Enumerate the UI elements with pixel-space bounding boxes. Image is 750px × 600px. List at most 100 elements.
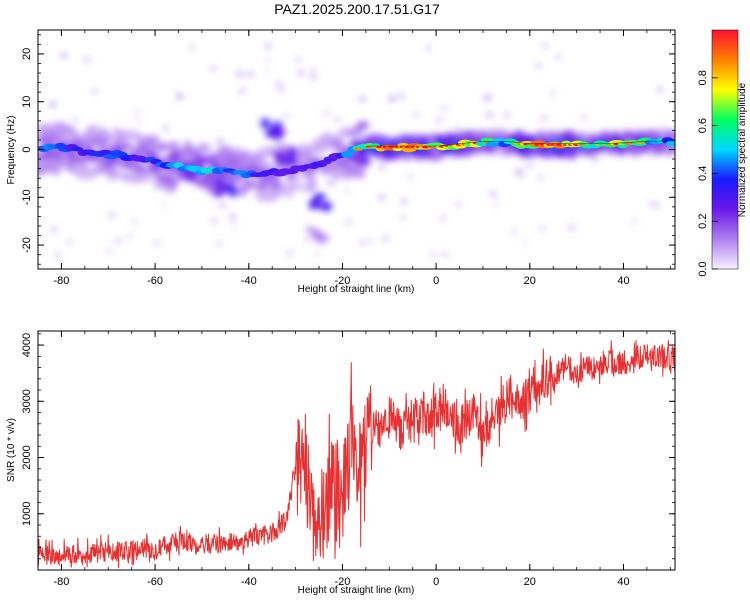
spectrogram-cell xyxy=(216,138,223,145)
spectrogram-cell xyxy=(156,142,170,151)
spectrogram-cell xyxy=(310,74,316,81)
spectrogram-feature-cell xyxy=(275,127,284,136)
x-tick-label: 0 xyxy=(433,275,439,287)
spectrogram-cell xyxy=(440,215,446,221)
spectrogram-cell xyxy=(210,218,218,224)
x-tick-label: -20 xyxy=(334,576,350,588)
spectrogram-cell xyxy=(580,115,587,121)
spectrogram-cell xyxy=(38,133,47,146)
spectrogram-cell xyxy=(555,54,562,59)
spectrogram-cell xyxy=(304,236,310,242)
spectrogram-cell xyxy=(105,167,120,174)
spectrogram-cell xyxy=(441,106,448,111)
x-tick-label: 20 xyxy=(524,275,536,287)
spectrogram-cell xyxy=(541,44,549,48)
spectrogram-cell xyxy=(242,178,256,190)
spectrogram-cell xyxy=(632,220,638,225)
spectrogram-cell xyxy=(455,202,462,207)
spectrogram-feature-cell xyxy=(224,183,234,191)
spectrogram-cell xyxy=(526,162,534,169)
spectrogram-cell xyxy=(399,93,404,100)
spectrogram-ridge-cell xyxy=(341,151,354,158)
x-tick-label: -40 xyxy=(241,576,257,588)
spectrogram-feature-cell xyxy=(317,235,327,245)
spectrogram-cell xyxy=(83,56,91,63)
spectrogram-y-ticks: -20 -10 0 10 20 xyxy=(21,34,675,265)
spectrogram-cell xyxy=(426,133,434,138)
x-tick-label: -60 xyxy=(147,275,163,287)
y-tick-label: 20 xyxy=(21,48,33,60)
spectrogram-feature-cell xyxy=(322,201,333,212)
spectrogram-cell xyxy=(528,157,536,161)
snr-x-axis-label: Height of straight line (km) xyxy=(298,585,415,596)
spectrogram-cell xyxy=(51,156,56,162)
x-tick-label: -80 xyxy=(53,576,69,588)
spectrogram-cell xyxy=(215,242,223,246)
spectrogram-feature-cell xyxy=(272,121,283,129)
snr-frame xyxy=(37,330,676,571)
spectrogram-cell xyxy=(518,174,524,179)
spectrogram-cell xyxy=(73,155,88,163)
snr-x-ticks: -80 -60 -40 -20 0 20 40 xyxy=(37,331,671,588)
spectrogram-cell xyxy=(503,112,510,118)
spectrogram-cell xyxy=(537,175,544,180)
spectrogram-cell xyxy=(264,161,270,166)
spectrogram-cell xyxy=(56,133,66,140)
spectrogram-cell xyxy=(278,184,284,190)
snr-y-ticks: 1000 2000 3000 4000 xyxy=(21,333,675,571)
spectrogram-cell xyxy=(344,188,350,195)
spectrogram-cell xyxy=(75,132,82,138)
x-tick-label: -20 xyxy=(334,275,350,287)
spectrogram-cell xyxy=(541,115,546,122)
y-tick-label: -10 xyxy=(21,189,33,205)
colorbar-label: Normalized spectral amplitude xyxy=(737,82,748,217)
spectrogram-cell xyxy=(66,239,74,244)
spectrogram-feature-cell xyxy=(273,149,285,160)
spectrogram-cell xyxy=(231,223,237,228)
spectrogram-cell xyxy=(337,158,352,165)
spectrogram-cell xyxy=(264,69,269,74)
spectrogram-cell xyxy=(139,175,154,182)
spectrogram-cell xyxy=(49,162,62,173)
spectrogram-cell xyxy=(133,110,142,114)
spectrogram-cell xyxy=(436,117,443,123)
spectrogram-heat-layer xyxy=(38,42,675,258)
spectrogram-cell xyxy=(367,239,374,244)
spectrogram-cell xyxy=(648,201,654,205)
x-tick-label: -40 xyxy=(241,275,257,287)
spectrogram-cell xyxy=(344,219,353,224)
chart-title: PAZ1.2025.200.17.51.G17 xyxy=(274,1,440,17)
spectrogram-cell xyxy=(643,129,649,135)
spectrogram-x-axis-label: Height of straight line (km) xyxy=(298,284,415,295)
spectrogram-cell xyxy=(493,202,500,207)
spectrogram-cell xyxy=(412,111,420,118)
spectrogram-cell xyxy=(333,117,342,122)
colorbar-tick-label: 0.4 xyxy=(697,166,709,181)
x-tick-label: 20 xyxy=(524,576,536,588)
spectrogram-feature-cell xyxy=(289,155,298,165)
spectrogram-cell xyxy=(162,204,167,208)
spectrogram-cell xyxy=(48,137,61,145)
spectrogram-cell xyxy=(391,95,397,100)
spectrogram-cell xyxy=(602,149,608,154)
spectrogram-cell xyxy=(576,131,586,141)
x-tick-label: -60 xyxy=(147,576,163,588)
spectrogram-cell xyxy=(229,214,236,220)
spectrogram-cell xyxy=(54,252,62,257)
spectrogram-feature-cell xyxy=(267,126,279,135)
spectrogram-feature-cell xyxy=(272,133,282,142)
spectrogram-cell xyxy=(60,53,68,58)
x-tick-label: -80 xyxy=(53,275,69,287)
spectrogram-feature-cell xyxy=(310,227,319,236)
colorbar-tick-label: 0.2 xyxy=(697,214,709,229)
spectrogram-cell xyxy=(235,71,243,77)
spectrogram-cell xyxy=(265,57,271,62)
spectrogram-cell xyxy=(97,139,110,148)
spectrogram-cell xyxy=(298,69,305,76)
spectrogram-cell xyxy=(239,88,245,94)
spectrogram-cell xyxy=(299,189,307,193)
spectrogram-ridge-cell xyxy=(98,149,113,156)
spectrogram-cell xyxy=(176,93,184,100)
spectrogram-cell xyxy=(38,162,44,170)
